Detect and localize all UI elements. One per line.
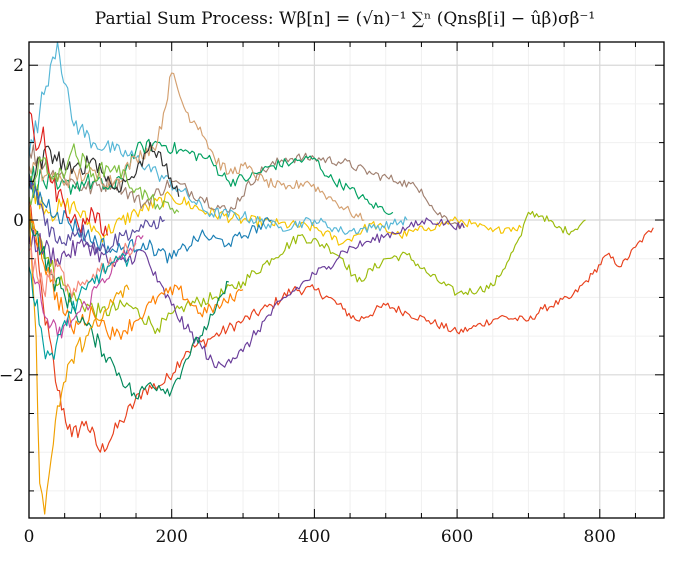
- series-line-11: [28, 212, 229, 400]
- series-line-2: [28, 204, 586, 335]
- series-line-18: [28, 252, 130, 360]
- axes-layer: 0 200 400 600 800 −2 0 2: [0, 41, 665, 547]
- series-line-14: [28, 111, 109, 237]
- y-tick-label: 0: [13, 211, 24, 231]
- series-line-9: [28, 180, 272, 264]
- series-line-19: [28, 143, 180, 214]
- grid-layer: [28, 42, 664, 518]
- series-line-16: [28, 173, 165, 254]
- y-tick-label: −2: [0, 366, 24, 386]
- series-line-5: [28, 138, 394, 215]
- chart-title: Partial Sum Process: Wβ[n] = (√n)⁻¹ ∑ⁿ (…: [95, 9, 595, 29]
- x-tick-label: 400: [298, 527, 330, 547]
- series-line-6: [28, 41, 408, 235]
- series-line-1: [28, 196, 654, 453]
- x-tick-label: 800: [584, 527, 616, 547]
- series-line-10: [28, 204, 244, 341]
- series-line-13: [28, 142, 180, 197]
- y-tick-label: 2: [13, 56, 24, 76]
- series-line-4: [28, 144, 465, 230]
- series-line-8: [28, 217, 465, 369]
- plot-frame: [28, 41, 665, 519]
- series-line-3: [28, 175, 522, 246]
- series-line-7: [28, 72, 365, 221]
- x-tick-label: 600: [441, 527, 473, 547]
- series-layer: [28, 41, 654, 515]
- x-tick-label: 200: [155, 527, 187, 547]
- series-line-15: [28, 204, 130, 515]
- x-tick-label: 0: [24, 527, 35, 547]
